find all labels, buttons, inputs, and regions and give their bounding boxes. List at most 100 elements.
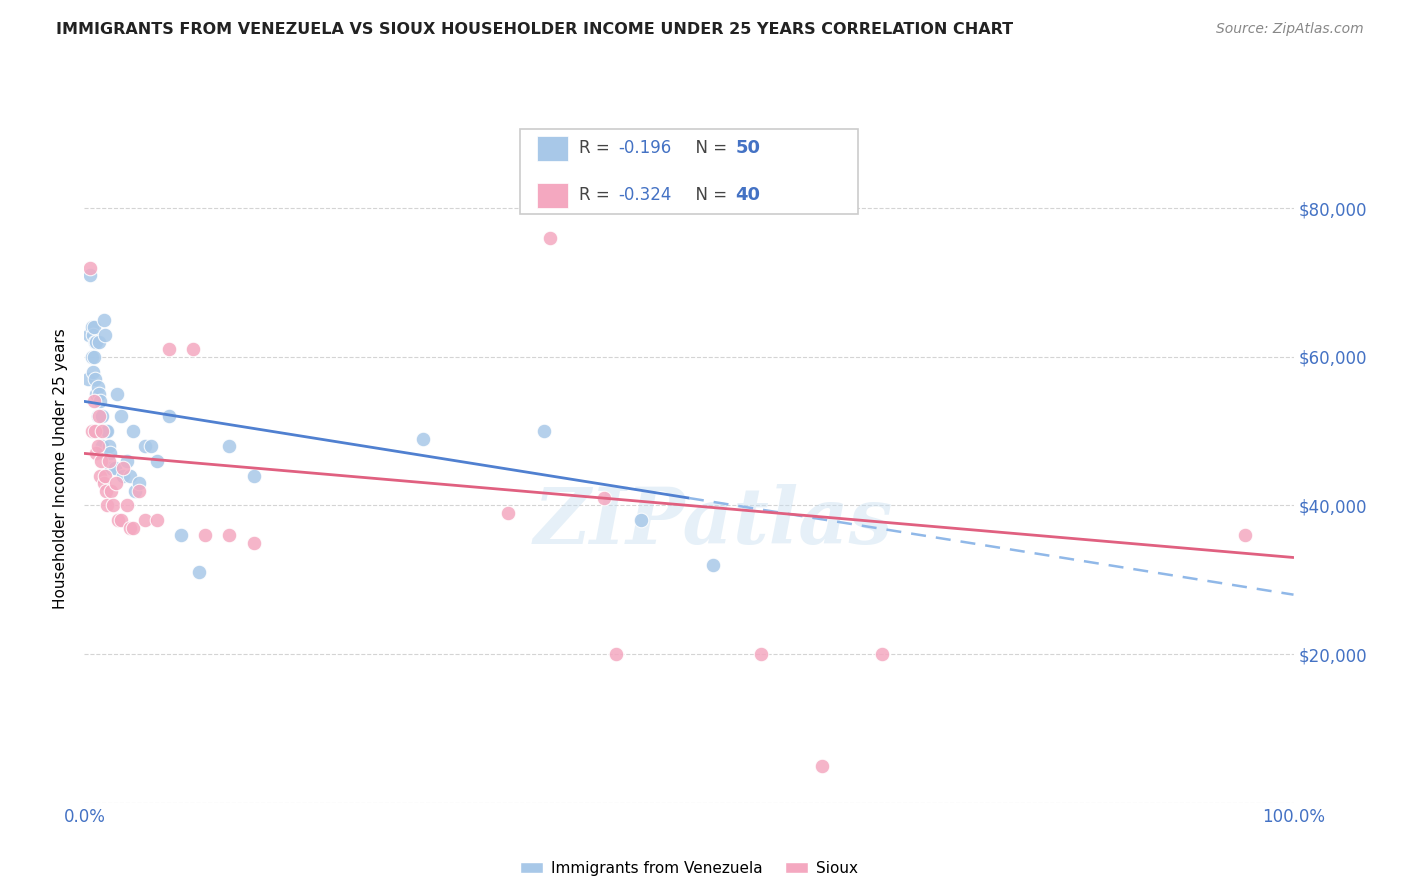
Point (194, 528, 217, 542)
Point (134, 513, 156, 527)
Point (100, 461, 122, 475)
Point (86, 379, 108, 393)
Point (630, 513, 652, 527)
Point (91, 409, 114, 424)
Text: N =: N = (685, 186, 733, 204)
Point (93, 312, 115, 326)
Point (124, 483, 146, 498)
Point (80, 424, 103, 438)
Point (872, 647, 894, 661)
Point (146, 513, 169, 527)
Point (84, 424, 107, 438)
Point (83, 320, 105, 334)
Point (110, 409, 132, 424)
Point (188, 566, 211, 580)
Point (80, 320, 103, 334)
Point (104, 461, 127, 475)
Point (496, 506, 519, 520)
Point (181, 343, 204, 357)
Point (86, 387, 108, 401)
Point (82, 365, 104, 379)
Point (94, 327, 117, 342)
Point (120, 468, 142, 483)
Point (87, 409, 110, 424)
Point (811, 758, 834, 772)
Point (84, 372, 107, 386)
Point (79, 268, 101, 282)
Point (89, 394, 111, 409)
Point (134, 439, 156, 453)
Point (80, 350, 103, 364)
Point (87, 334, 110, 349)
Point (86, 439, 108, 453)
Point (170, 528, 193, 542)
Point (83, 350, 105, 364)
Point (100, 483, 122, 498)
Point (86, 409, 108, 424)
Point (87, 387, 110, 401)
Point (115, 454, 138, 468)
Point (96, 499, 118, 513)
Point (146, 454, 169, 468)
Point (96, 424, 118, 438)
Point (121, 424, 143, 438)
Point (218, 439, 240, 453)
Point (242, 468, 264, 483)
Point (605, 647, 627, 661)
Point (94, 424, 117, 438)
Point (115, 499, 138, 513)
Point (112, 461, 135, 475)
Point (121, 521, 143, 535)
Text: ZIPatlas: ZIPatlas (533, 483, 893, 560)
Text: N =: N = (685, 139, 733, 157)
Text: 40: 40 (735, 186, 761, 204)
Point (128, 476, 150, 491)
Point (97, 454, 120, 468)
Point (593, 491, 616, 505)
Text: IMMIGRANTS FROM VENEZUELA VS SIOUX HOUSEHOLDER INCOME UNDER 25 YEARS CORRELATION: IMMIGRANTS FROM VENEZUELA VS SIOUX HOUSE… (56, 22, 1014, 37)
Point (79, 260, 101, 275)
Point (702, 558, 724, 572)
Text: -0.196: -0.196 (619, 139, 672, 157)
Point (412, 432, 434, 446)
Point (90, 409, 112, 424)
Point (94, 468, 117, 483)
Point (77, 327, 100, 342)
Point (83, 394, 105, 409)
Point (139, 439, 162, 453)
Point (77, 372, 100, 386)
Point (84, 334, 107, 349)
Text: 50: 50 (735, 139, 761, 157)
Point (89, 468, 111, 483)
Point (98, 446, 121, 460)
Point (110, 513, 132, 527)
Point (242, 535, 264, 549)
Point (751, 647, 773, 661)
Point (82, 327, 104, 342)
Point (104, 476, 127, 491)
Point (533, 424, 555, 438)
Point (97, 439, 120, 453)
Point (107, 513, 129, 527)
Point (93, 476, 115, 491)
Point (86, 334, 108, 349)
Point (103, 499, 125, 513)
Point (157, 343, 180, 357)
Point (89, 424, 111, 438)
Point (94, 483, 117, 498)
Legend: Immigrants from Venezuela, Sioux: Immigrants from Venezuela, Sioux (515, 855, 863, 882)
Point (91, 424, 114, 438)
Point (120, 521, 142, 535)
Point (538, 231, 561, 245)
Point (1234, 528, 1257, 542)
Point (86, 446, 108, 460)
Text: -0.324: -0.324 (619, 186, 672, 204)
Y-axis label: Householder Income Under 25 years: Householder Income Under 25 years (53, 328, 69, 608)
Text: R =: R = (579, 139, 616, 157)
Point (91, 439, 114, 453)
Point (105, 387, 128, 401)
Point (157, 409, 180, 424)
Text: R =: R = (579, 186, 616, 204)
Point (112, 468, 135, 483)
Text: Source: ZipAtlas.com: Source: ZipAtlas.com (1216, 22, 1364, 37)
